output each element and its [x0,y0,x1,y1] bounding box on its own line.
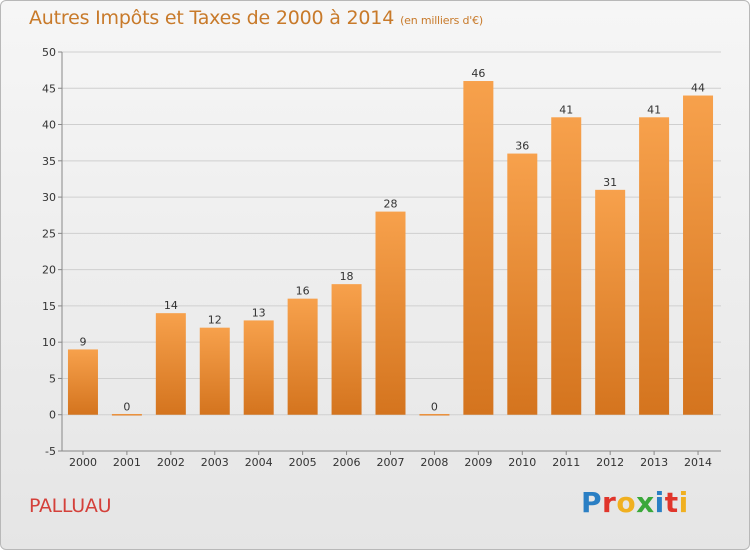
bar-value-label: 9 [79,335,86,348]
bar-value-label: 0 [431,401,438,414]
bar-value-label: 46 [471,67,485,80]
y-tick-label: 45 [42,82,56,95]
logo-letter: x [636,486,655,519]
y-tick-label: 0 [49,409,56,422]
bar-value-label: 0 [123,401,130,414]
bar-value-label: 13 [252,306,266,319]
y-tick-label: 30 [42,191,56,204]
bar [595,189,626,415]
logo-letter: r [602,486,617,519]
bar-value-label: 28 [384,198,398,211]
x-tick-label: 2014 [684,456,712,469]
y-tick-label: 10 [42,336,56,349]
bar [67,349,98,415]
logo-letter: i [678,486,689,519]
bar [111,413,142,416]
logo-letter: t [664,486,679,519]
bar [551,117,582,415]
bar [331,284,362,415]
y-tick-label: 50 [42,46,56,59]
x-tick-label: 2003 [201,456,229,469]
bar-value-label: 12 [208,314,222,327]
bar-value-label: 41 [559,103,573,116]
x-tick-label: 2009 [464,456,492,469]
x-tick-label: 2010 [508,456,536,469]
bar [375,211,406,415]
bar-value-label: 16 [296,285,310,298]
x-tick-label: 2005 [289,456,317,469]
logo-letter: P [581,486,603,519]
bar-value-label: 41 [647,103,661,116]
x-tick-label: 2000 [69,456,97,469]
bar [507,153,538,415]
bar [199,327,230,415]
logo-letter: i [654,486,665,519]
x-tick-label: 2008 [420,456,448,469]
x-tick-label: 2007 [377,456,405,469]
bar [639,117,670,415]
bar-value-label: 44 [691,82,705,95]
y-tick-label: 20 [42,264,56,277]
y-tick-label: 25 [42,227,56,240]
x-tick-label: 2006 [333,456,361,469]
chart-title: Autres Impôts et Taxes de 2000 à 2014 (en… [29,7,483,29]
bar-value-label: 14 [164,299,178,312]
title-text: Autres Impôts et Taxes de 2000 à 2014 [29,7,395,29]
chart-subtitle: (en milliers d'€) [400,14,483,27]
y-tick-label: -5 [45,445,56,458]
x-tick-label: 2013 [640,456,668,469]
bar [683,95,714,415]
bar-value-label: 31 [603,176,617,189]
bar [155,313,186,415]
bar [243,320,274,415]
proxiti-logo[interactable]: Proxiti [581,486,689,519]
bar [463,81,494,415]
y-tick-label: 15 [42,300,56,313]
commune-name: PALLUAU [29,495,112,517]
bar-value-label: 36 [515,140,529,153]
x-tick-label: 2002 [157,456,185,469]
x-tick-label: 2004 [245,456,273,469]
y-tick-label: 35 [42,155,56,168]
bar-value-label: 18 [340,270,354,283]
y-tick-label: 5 [49,372,56,385]
x-tick-label: 2011 [552,456,580,469]
x-tick-label: 2001 [113,456,141,469]
logo-letter: o [616,486,637,519]
bar [419,413,450,416]
x-tick-label: 2012 [596,456,624,469]
y-tick-label: 40 [42,119,56,132]
bar [287,298,318,415]
